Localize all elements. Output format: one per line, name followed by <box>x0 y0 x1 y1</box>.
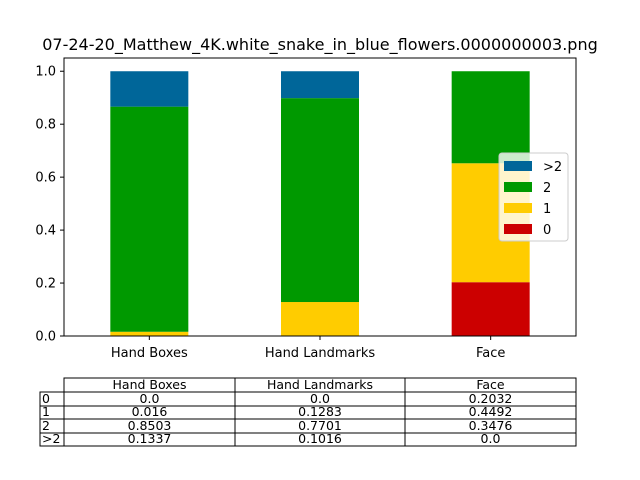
legend-swatch <box>504 182 532 192</box>
table-cell-value: 0.1337 <box>128 431 172 446</box>
x-tick-label: Face <box>476 346 505 361</box>
table-row-label: 2 <box>42 418 50 433</box>
legend-label: 1 <box>543 202 551 217</box>
bar-segment <box>281 71 359 99</box>
table-cell-value: 0.0 <box>481 431 501 446</box>
legend-swatch <box>504 224 532 234</box>
y-tick-label: 0.2 <box>35 277 56 292</box>
y-tick-label: 0.6 <box>35 171 56 186</box>
table-cell-value: 0.2032 <box>469 391 513 406</box>
table-header-label: Hand Landmarks <box>267 377 373 392</box>
plot-area: 0.0 0.2 0.4 0.6 0.8 1.0 Hand Boxes Hand Landmar… <box>35 57 577 361</box>
table-row-label: 1 <box>42 404 50 419</box>
table-cell <box>404 432 577 447</box>
table-cell-value: 0.4492 <box>469 404 513 419</box>
bar-segment <box>110 106 189 332</box>
table-cell-value: 0.8503 <box>128 418 172 433</box>
bar-segment <box>281 302 359 336</box>
y-tick-label: 0.0 <box>35 330 56 345</box>
table-row-label: >2 <box>42 431 60 446</box>
bar-segment <box>281 98 359 303</box>
x-tick-label: Hand Boxes <box>111 346 188 361</box>
legend-label: 0 <box>543 223 551 238</box>
data-table: Hand Boxes Hand Landmarks Face 0 0.0 0.0 0.203… <box>39 377 577 447</box>
table-cell-value: 0.7701 <box>298 418 342 433</box>
legend-swatch <box>504 161 532 171</box>
y-tick-label: 0.8 <box>35 118 56 133</box>
table-header-label: Face <box>476 377 505 392</box>
table-cell-value: 0.0 <box>140 391 160 406</box>
bar-segment <box>110 331 189 336</box>
bar-segment <box>110 71 189 107</box>
table-header-label: Hand Boxes <box>113 377 187 392</box>
table-cell-value: 0.3476 <box>469 418 513 433</box>
table-cell-value: 0.0 <box>310 391 330 406</box>
bar-segment <box>451 71 530 164</box>
y-tick-label: 0.4 <box>35 224 56 239</box>
bar-segment <box>451 282 530 336</box>
legend: >2 2 1 0 <box>498 152 569 242</box>
y-tick-label: 1.0 <box>35 65 56 80</box>
chart-title: 07-24-20_Matthew_4K.white_snake_in_blue_… <box>42 35 598 55</box>
legend-swatch <box>504 203 532 213</box>
table-row-label: 0 <box>42 391 50 406</box>
legend-label: 2 <box>543 181 551 196</box>
table-cell-value: 0.1016 <box>298 431 342 446</box>
legend-label: >2 <box>543 160 562 175</box>
x-tick-label: Hand Landmarks <box>265 346 376 361</box>
table-cell-value: 0.016 <box>132 404 168 419</box>
table-cell-value: 0.1283 <box>298 404 342 419</box>
legend-box <box>498 152 569 242</box>
